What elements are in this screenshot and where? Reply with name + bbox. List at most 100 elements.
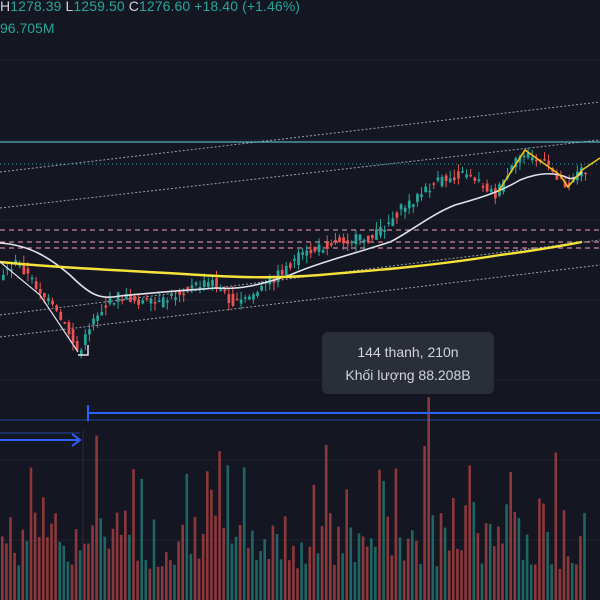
volume-bar: [144, 559, 148, 600]
candle-body: [84, 334, 87, 345]
volume-bar: [247, 547, 250, 600]
volume-bar: [575, 564, 578, 600]
channel-line: [0, 101, 600, 173]
volume-bar: [74, 529, 78, 600]
candle-body: [584, 172, 587, 175]
candle-body: [444, 175, 448, 181]
volume-readout: 96.705M: [0, 20, 55, 36]
candle-body: [547, 160, 550, 166]
candle-body: [211, 280, 214, 287]
volume-bar: [447, 550, 451, 600]
candle-body: [301, 252, 304, 255]
volume-bar: [25, 540, 29, 600]
volume-bar: [345, 489, 348, 600]
candle-body: [313, 247, 317, 252]
candle-body: [34, 281, 38, 289]
candle-body: [198, 287, 202, 289]
volume-bar: [464, 505, 467, 600]
volume-bar: [181, 524, 184, 600]
volume-bar: [353, 562, 357, 600]
candle-body: [284, 265, 288, 275]
candle-body: [399, 204, 403, 210]
volume-bar: [542, 503, 545, 600]
candle-body: [477, 179, 481, 182]
candle-body: [317, 244, 321, 252]
candle-body: [379, 226, 382, 236]
candle-body: [108, 298, 112, 304]
candle-body: [321, 250, 325, 253]
candle-body: [563, 181, 567, 188]
volume-bar: [103, 536, 107, 600]
volume-bar: [472, 502, 476, 600]
candle-body: [157, 300, 161, 302]
volume-bar: [423, 446, 426, 600]
volume-bar: [238, 525, 242, 600]
volume-bar: [300, 542, 303, 600]
volume-bar: [320, 526, 324, 600]
volume-bar: [521, 559, 525, 600]
candle-body: [10, 269, 13, 271]
candle-body: [485, 183, 489, 192]
volume-bar: [386, 516, 389, 600]
volume-bar: [370, 538, 373, 600]
volume-bar: [177, 541, 180, 600]
candle-body: [248, 296, 251, 300]
volume-bar: [480, 563, 484, 600]
candle-body: [514, 158, 518, 167]
candle-body: [346, 240, 350, 244]
volume-bar: [349, 527, 353, 600]
volume-bar: [468, 465, 471, 600]
candle-body: [526, 152, 530, 158]
volume-bar: [501, 543, 504, 600]
candle-body: [334, 239, 337, 242]
volume-bar: [206, 471, 209, 600]
candle-body: [243, 297, 247, 299]
candle-body: [436, 177, 440, 181]
high-value: 1278.39: [10, 0, 62, 14]
candle-body: [567, 182, 571, 186]
candle-body: [75, 341, 79, 351]
channel-line: [0, 139, 600, 209]
candle-body: [145, 297, 149, 300]
high-label: H: [0, 0, 11, 14]
volume-bar: [189, 553, 193, 600]
candle-body: [395, 212, 399, 218]
volume-bar: [9, 517, 12, 600]
volume-bar: [570, 562, 574, 600]
candle-body: [338, 237, 341, 243]
candle-body: [100, 311, 104, 316]
volume-bar: [148, 568, 152, 600]
candle-body: [170, 293, 173, 296]
candle-body: [79, 349, 83, 355]
candle-body: [375, 229, 378, 240]
candle-body: [358, 234, 362, 241]
candle-body: [137, 299, 140, 305]
candle-body: [194, 282, 198, 285]
candle-body: [256, 292, 259, 296]
volume-bar: [87, 543, 90, 600]
candle-body: [354, 234, 358, 245]
volume-bar: [17, 565, 20, 600]
volume-bar: [99, 518, 102, 600]
candle-body: [453, 177, 456, 181]
candle-body: [407, 200, 411, 209]
volume-bar: [361, 536, 365, 600]
volume-bar: [111, 528, 115, 600]
candle-body: [190, 285, 194, 289]
candle-body: [403, 207, 407, 212]
volume-bar: [21, 529, 25, 600]
volume-bar: [509, 472, 512, 600]
volume-bar: [513, 511, 517, 600]
candle-body: [412, 204, 415, 207]
volume-bar: [210, 489, 213, 600]
volume-bar: [197, 558, 201, 600]
volume-bar: [29, 467, 33, 600]
candle-body: [481, 186, 485, 188]
candle-body: [465, 174, 468, 178]
volume-bar: [5, 543, 8, 600]
candle-body: [231, 293, 235, 306]
downtrend-segment: [0, 261, 79, 353]
volume-bar: [411, 530, 414, 600]
